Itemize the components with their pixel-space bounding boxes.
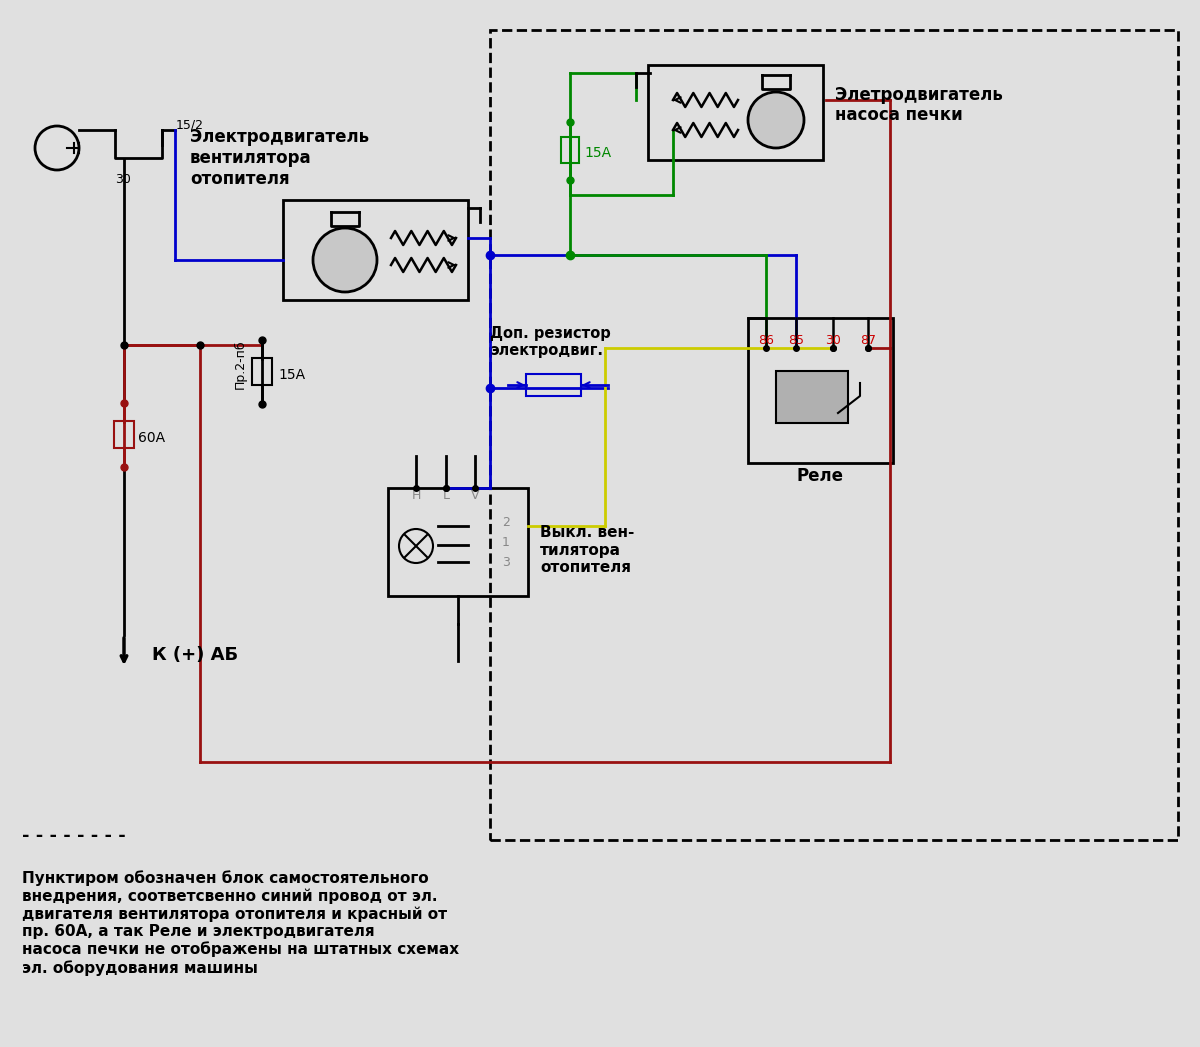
Text: Элетродвигатель
насоса печки: Элетродвигатель насоса печки [835,86,1003,125]
Bar [388,488,528,596]
Text: 85: 85 [788,334,804,347]
Text: 15А: 15А [584,146,611,160]
Bar [252,358,272,385]
Text: 87: 87 [860,334,876,347]
Bar [648,65,823,160]
Text: Электродвигатель
вентилятора
отопителя: Электродвигатель вентилятора отопителя [190,129,370,188]
Bar [490,30,1178,840]
Text: H: H [412,489,421,502]
Bar [114,421,134,448]
Text: 30: 30 [826,334,841,347]
Bar [562,137,580,163]
Text: 30: 30 [115,173,131,186]
Bar [776,371,848,423]
Bar [283,200,468,300]
Circle shape [748,92,804,148]
Text: 86: 86 [758,334,774,347]
Text: 15/2: 15/2 [176,118,204,131]
Text: L: L [443,489,450,502]
Text: Реле: Реле [797,467,844,485]
Bar [526,374,581,396]
Text: 15А: 15А [278,367,305,382]
Text: Пунктиром обозначен блок самостоятельного
внедрения, соответсвенно синий провод : Пунктиром обозначен блок самостоятельног… [22,870,460,976]
Text: V: V [470,489,479,502]
Text: 1: 1 [502,536,510,550]
Circle shape [313,228,377,292]
Text: 60А: 60А [138,431,166,445]
Text: - - - - - - - -: - - - - - - - - [22,827,126,845]
Bar [748,318,893,463]
Text: К (+) АБ: К (+) АБ [152,646,238,664]
Text: Выкл. вен-
тилятора
отопителя: Выкл. вен- тилятора отопителя [540,526,635,575]
Text: 3: 3 [502,557,510,570]
Text: Пр.2-пб: Пр.2-пб [234,339,246,388]
Text: Доп. резистор
электродвиг.: Доп. резистор электродвиг. [490,326,611,358]
Text: 2: 2 [502,516,510,530]
